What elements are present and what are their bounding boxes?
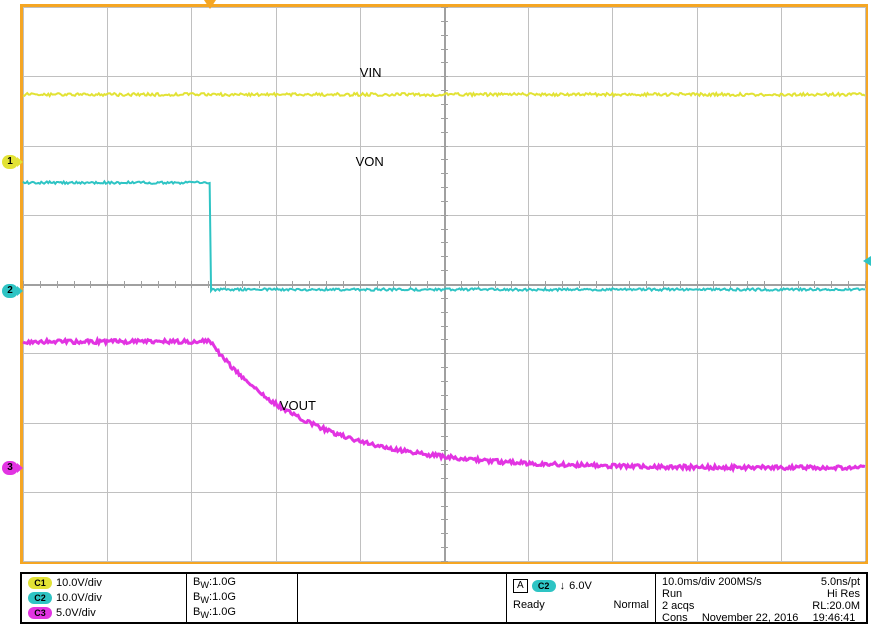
cons: Cons (662, 612, 688, 624)
rl: RL:20.0M (812, 600, 860, 612)
info-c3-row: C3 5.0V/div (28, 607, 180, 619)
info-channels: C1 10.0V/div C2 10.0V/div C3 5.0V/div (22, 574, 187, 622)
c3-bw: BW:1.0G (193, 606, 291, 620)
info-spacer (297, 574, 506, 622)
label-vout: VOUT (280, 398, 316, 413)
sample-rate: 200MS/s (718, 576, 761, 588)
trig-row: A C2 ↓ 6.0V (513, 579, 649, 593)
trig-arrow-icon: ↓ (560, 580, 566, 592)
info-panel: C1 10.0V/div C2 10.0V/div C3 5.0V/div BW… (20, 572, 868, 624)
c2-pill: C2 (28, 592, 52, 604)
info-trigger: A C2 ↓ 6.0V Ready Normal (506, 574, 656, 622)
trig-level: 6.0V (569, 580, 592, 592)
c1-pill: C1 (28, 577, 52, 589)
label-vin: VIN (360, 65, 382, 80)
c3-pill: C3 (28, 607, 52, 619)
ch1-marker: 1 (2, 155, 18, 169)
trig-a: A (513, 579, 528, 593)
status-ready: Ready (513, 599, 545, 611)
info-c2-row: C2 10.0V/div (28, 592, 180, 604)
run-row: Run Hi Res (662, 588, 860, 600)
c2-scale: 10.0V/div (56, 592, 102, 604)
trig-source-pill: C2 (532, 580, 556, 592)
acq-mode: Hi Res (827, 588, 860, 600)
trace (23, 340, 865, 470)
scope-screenshot: VIN VON VOUT 1 2 3 C1 10.0V/div C2 10.0V… (0, 0, 875, 629)
ch1-arrow (17, 157, 23, 167)
label-von: VON (356, 154, 384, 169)
info-acq: 10.0ms/div 200MS/s 5.0ns/pt Run Hi Res 2… (656, 574, 866, 622)
c2-bw: BW:1.0G (193, 591, 291, 605)
resolution: 5.0ns/pt (821, 576, 860, 588)
status-mode: Normal (614, 599, 649, 611)
ch3-marker: 3 (2, 461, 18, 475)
trigger-right-marker (863, 256, 871, 266)
ch2-marker: 2 (2, 284, 18, 298)
trace (23, 181, 865, 290)
ch2-arrow (17, 286, 23, 296)
c3-scale: 5.0V/div (56, 607, 96, 619)
date: November 22, 2016 (702, 612, 799, 624)
c1-scale: 10.0V/div (56, 577, 102, 589)
info-c1-row: C1 10.0V/div (28, 577, 180, 589)
timebase-row: 10.0ms/div 200MS/s 5.0ns/pt (662, 576, 860, 588)
status-row: Ready Normal (513, 599, 649, 611)
acqs-row: 2 acqs RL:20.0M (662, 600, 860, 612)
run: Run (662, 588, 682, 600)
timebase: 10.0ms/div (662, 576, 715, 588)
time: 19:46:41 (813, 612, 856, 624)
traces-svg (23, 7, 865, 561)
trigger-top-marker (204, 0, 216, 9)
ch3-arrow (17, 463, 23, 473)
info-bw: BW:1.0G BW:1.0G BW:1.0G (187, 574, 297, 622)
trace (23, 93, 865, 96)
date-row: Cons November 22, 2016 19:46:41 (662, 612, 860, 624)
acqs: 2 acqs (662, 600, 694, 612)
c1-bw: BW:1.0G (193, 576, 291, 590)
